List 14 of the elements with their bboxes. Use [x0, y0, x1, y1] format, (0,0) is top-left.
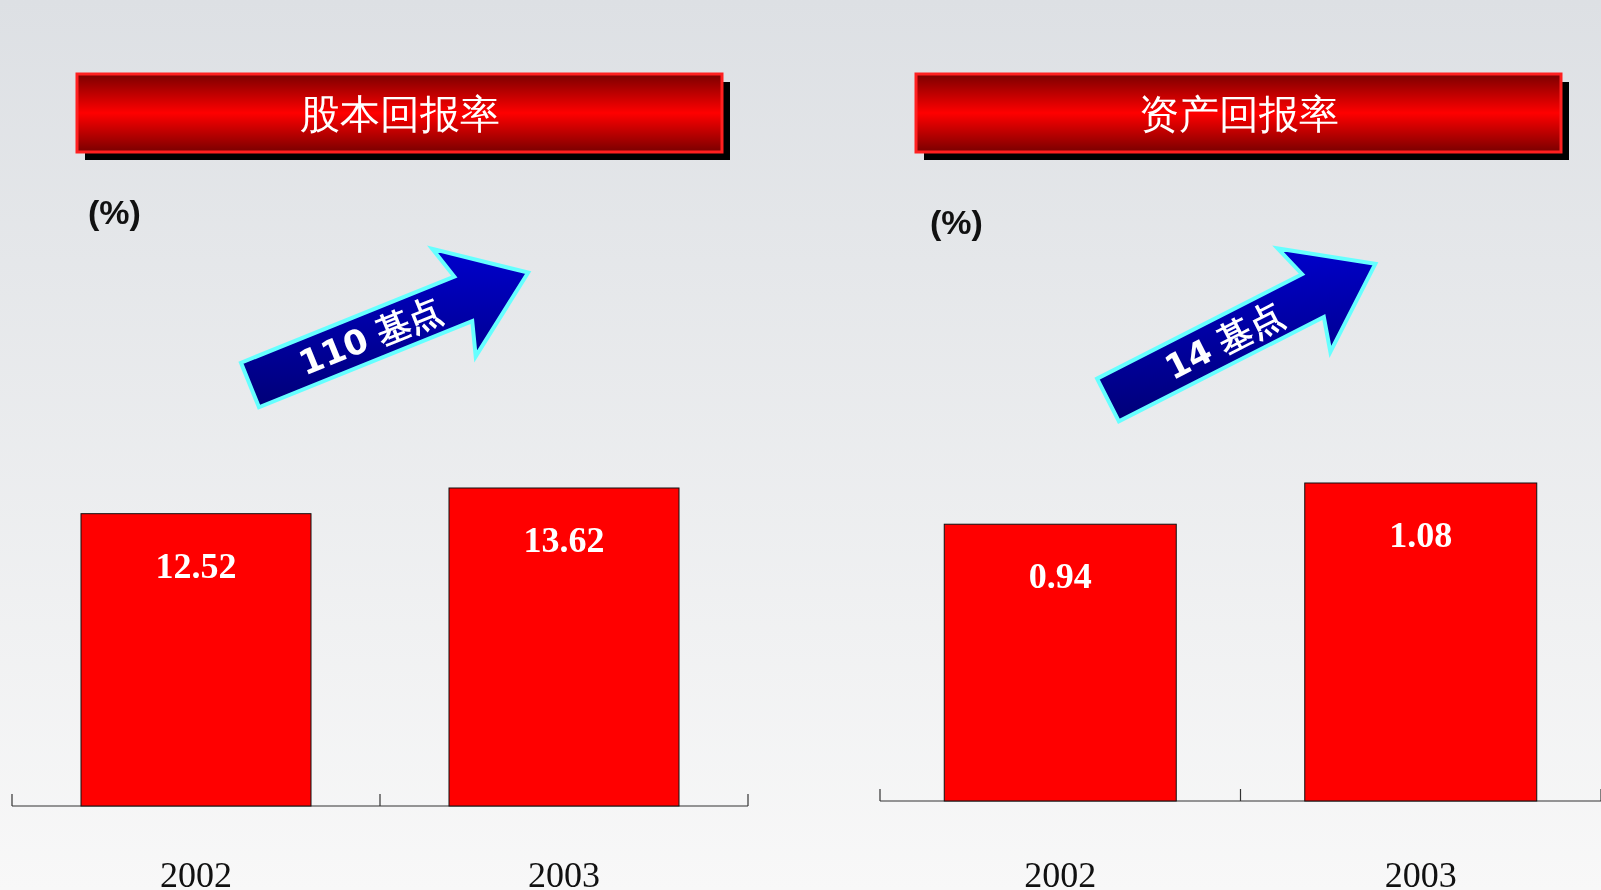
x-tick-label: 2003	[1384, 855, 1457, 890]
x-tick-label: 2002	[1024, 855, 1097, 890]
x-tick-label: 2002	[160, 855, 232, 890]
chart-title: 资产回报率	[1138, 91, 1339, 137]
text: 14 基点	[1158, 294, 1290, 388]
y-axis-title: (%)	[930, 203, 983, 241]
data-label: 1.08	[1389, 515, 1453, 555]
y-axis-title: (%)	[88, 193, 141, 231]
data-label: 12.52	[155, 545, 237, 586]
text: 110 基点	[293, 289, 448, 384]
x-tick-label: 2003	[528, 855, 600, 890]
data-label: 0.94	[1028, 556, 1092, 597]
data-label: 13.62	[523, 520, 605, 560]
chart-title: 股本回报率	[299, 91, 500, 137]
